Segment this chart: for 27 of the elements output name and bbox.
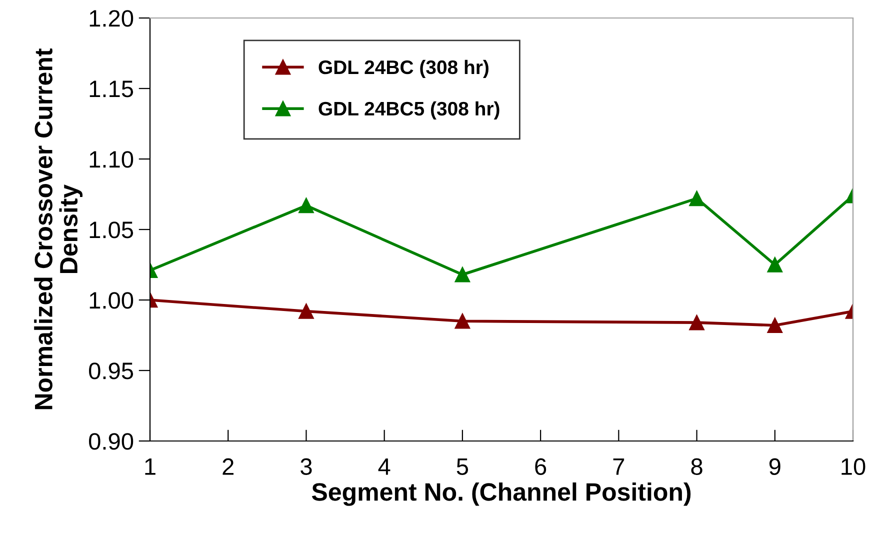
x-tick-label: 4 xyxy=(378,458,390,475)
x-tick-label: 6 xyxy=(535,458,546,476)
x-tick-label: 1 xyxy=(145,458,156,475)
y-tick-label: 0.95 xyxy=(89,362,134,380)
legend-label: GDL 24BC (308 hr) xyxy=(318,60,488,78)
x-tick-label: 5 xyxy=(456,458,468,476)
x-tick-label: 9 xyxy=(769,458,780,476)
point xyxy=(767,257,783,272)
x-axis-title: Segment No. (Channel Position) xyxy=(312,482,691,506)
point xyxy=(454,266,470,282)
x-tick-label: 8 xyxy=(691,458,702,476)
y-tick-label: 1.20 xyxy=(90,10,134,27)
y-tick-label: 0.90 xyxy=(89,433,134,450)
x-tick-label: 10 xyxy=(842,458,866,476)
y-tick-label: 1.10 xyxy=(90,151,134,168)
y-axis-title: Normalized Crossover Current Density xyxy=(34,48,83,410)
legend-label: GDL 24BC5 (308 hr) xyxy=(318,101,500,120)
y-tick-label: 1.05 xyxy=(90,222,134,238)
y-tick-label: 1.15 xyxy=(90,80,134,98)
point xyxy=(454,314,470,329)
x-tick-label: 2 xyxy=(222,458,234,475)
point xyxy=(767,318,783,334)
point xyxy=(689,190,704,206)
x-tick-label: 3 xyxy=(300,458,312,476)
x-tick-label: 7 xyxy=(613,458,624,475)
y-tick-label: 1.00 xyxy=(90,292,134,309)
point xyxy=(689,314,704,330)
